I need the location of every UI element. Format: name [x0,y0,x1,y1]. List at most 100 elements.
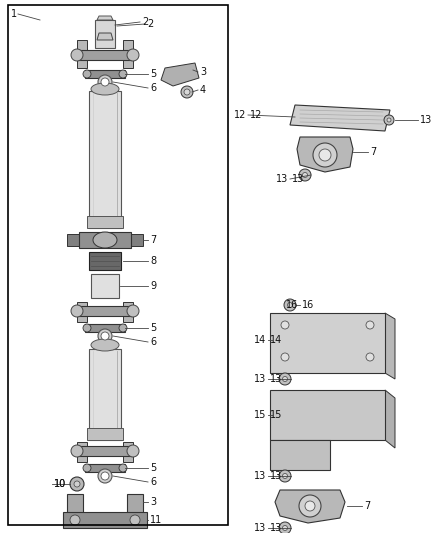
Circle shape [279,470,291,482]
Bar [85,324,125,332]
Circle shape [313,143,337,167]
Bar [87,428,123,440]
Circle shape [70,515,80,525]
Circle shape [83,464,91,472]
Circle shape [303,173,307,177]
Text: 5: 5 [150,463,156,473]
Text: 13: 13 [270,523,282,533]
Text: 16: 16 [302,300,314,310]
Text: 8: 8 [150,256,156,266]
Text: 15: 15 [270,410,283,420]
Circle shape [279,373,291,385]
Circle shape [71,49,83,61]
Text: 7: 7 [150,235,156,245]
Bar [77,446,133,456]
Polygon shape [77,302,87,322]
Bar [89,91,121,228]
Circle shape [127,445,139,457]
Text: 6: 6 [150,477,156,487]
Circle shape [366,321,374,329]
Polygon shape [385,313,395,379]
Bar [95,20,115,48]
Text: 4: 4 [200,85,206,95]
Circle shape [127,305,139,317]
Text: 9: 9 [150,281,156,291]
Bar [85,464,125,472]
Text: 13: 13 [276,174,288,184]
Circle shape [101,78,109,86]
Text: 13: 13 [420,115,432,125]
Circle shape [127,49,139,61]
Text: 6: 6 [150,83,156,93]
Ellipse shape [93,232,117,248]
Circle shape [83,70,91,78]
Ellipse shape [91,83,119,95]
Circle shape [71,445,83,457]
Bar [79,232,131,248]
Polygon shape [97,16,113,20]
Polygon shape [77,40,87,68]
Circle shape [305,501,315,511]
Circle shape [283,473,287,479]
Polygon shape [123,40,133,68]
Circle shape [284,299,296,311]
Bar [270,390,385,440]
Text: 16: 16 [286,300,298,310]
Polygon shape [275,490,345,523]
Circle shape [71,305,83,317]
Bar [270,313,385,373]
Polygon shape [127,494,143,514]
Text: 11: 11 [150,515,162,525]
Polygon shape [385,390,395,448]
Circle shape [119,70,127,78]
Bar [77,50,133,60]
Circle shape [279,522,291,533]
Circle shape [130,515,140,525]
Bar [63,512,147,528]
Bar [270,440,330,470]
Text: 13: 13 [270,471,282,481]
Bar [77,306,133,316]
Circle shape [366,353,374,361]
Bar [87,216,123,228]
Polygon shape [123,302,133,322]
Bar [89,349,121,440]
Polygon shape [161,63,199,86]
Circle shape [98,469,112,483]
Circle shape [299,169,311,181]
Bar [85,70,125,78]
Circle shape [387,118,391,122]
Circle shape [70,477,84,491]
Text: 12: 12 [250,110,262,120]
Circle shape [181,86,193,98]
Text: 15: 15 [254,410,266,420]
Circle shape [319,149,331,161]
Circle shape [384,115,394,125]
Text: 5: 5 [150,69,156,79]
Polygon shape [290,105,390,131]
Circle shape [283,526,287,530]
Text: 12: 12 [233,110,246,120]
Polygon shape [123,442,133,462]
Ellipse shape [91,339,119,351]
Circle shape [98,75,112,89]
Circle shape [283,376,287,382]
Circle shape [101,332,109,340]
Circle shape [101,472,109,480]
Text: 3: 3 [200,67,206,77]
Bar [89,252,121,270]
Bar [91,274,119,298]
Text: 6: 6 [150,337,156,347]
Polygon shape [97,33,113,40]
Text: 14: 14 [254,335,266,345]
Text: 14: 14 [270,335,282,345]
Text: 13: 13 [292,174,304,184]
Text: 7: 7 [364,501,370,511]
Text: 13: 13 [270,374,282,384]
Text: 13: 13 [254,374,266,384]
Circle shape [184,89,190,95]
Text: 10: 10 [54,479,66,489]
Circle shape [74,481,80,487]
Text: 13: 13 [254,523,266,533]
Circle shape [83,324,91,332]
